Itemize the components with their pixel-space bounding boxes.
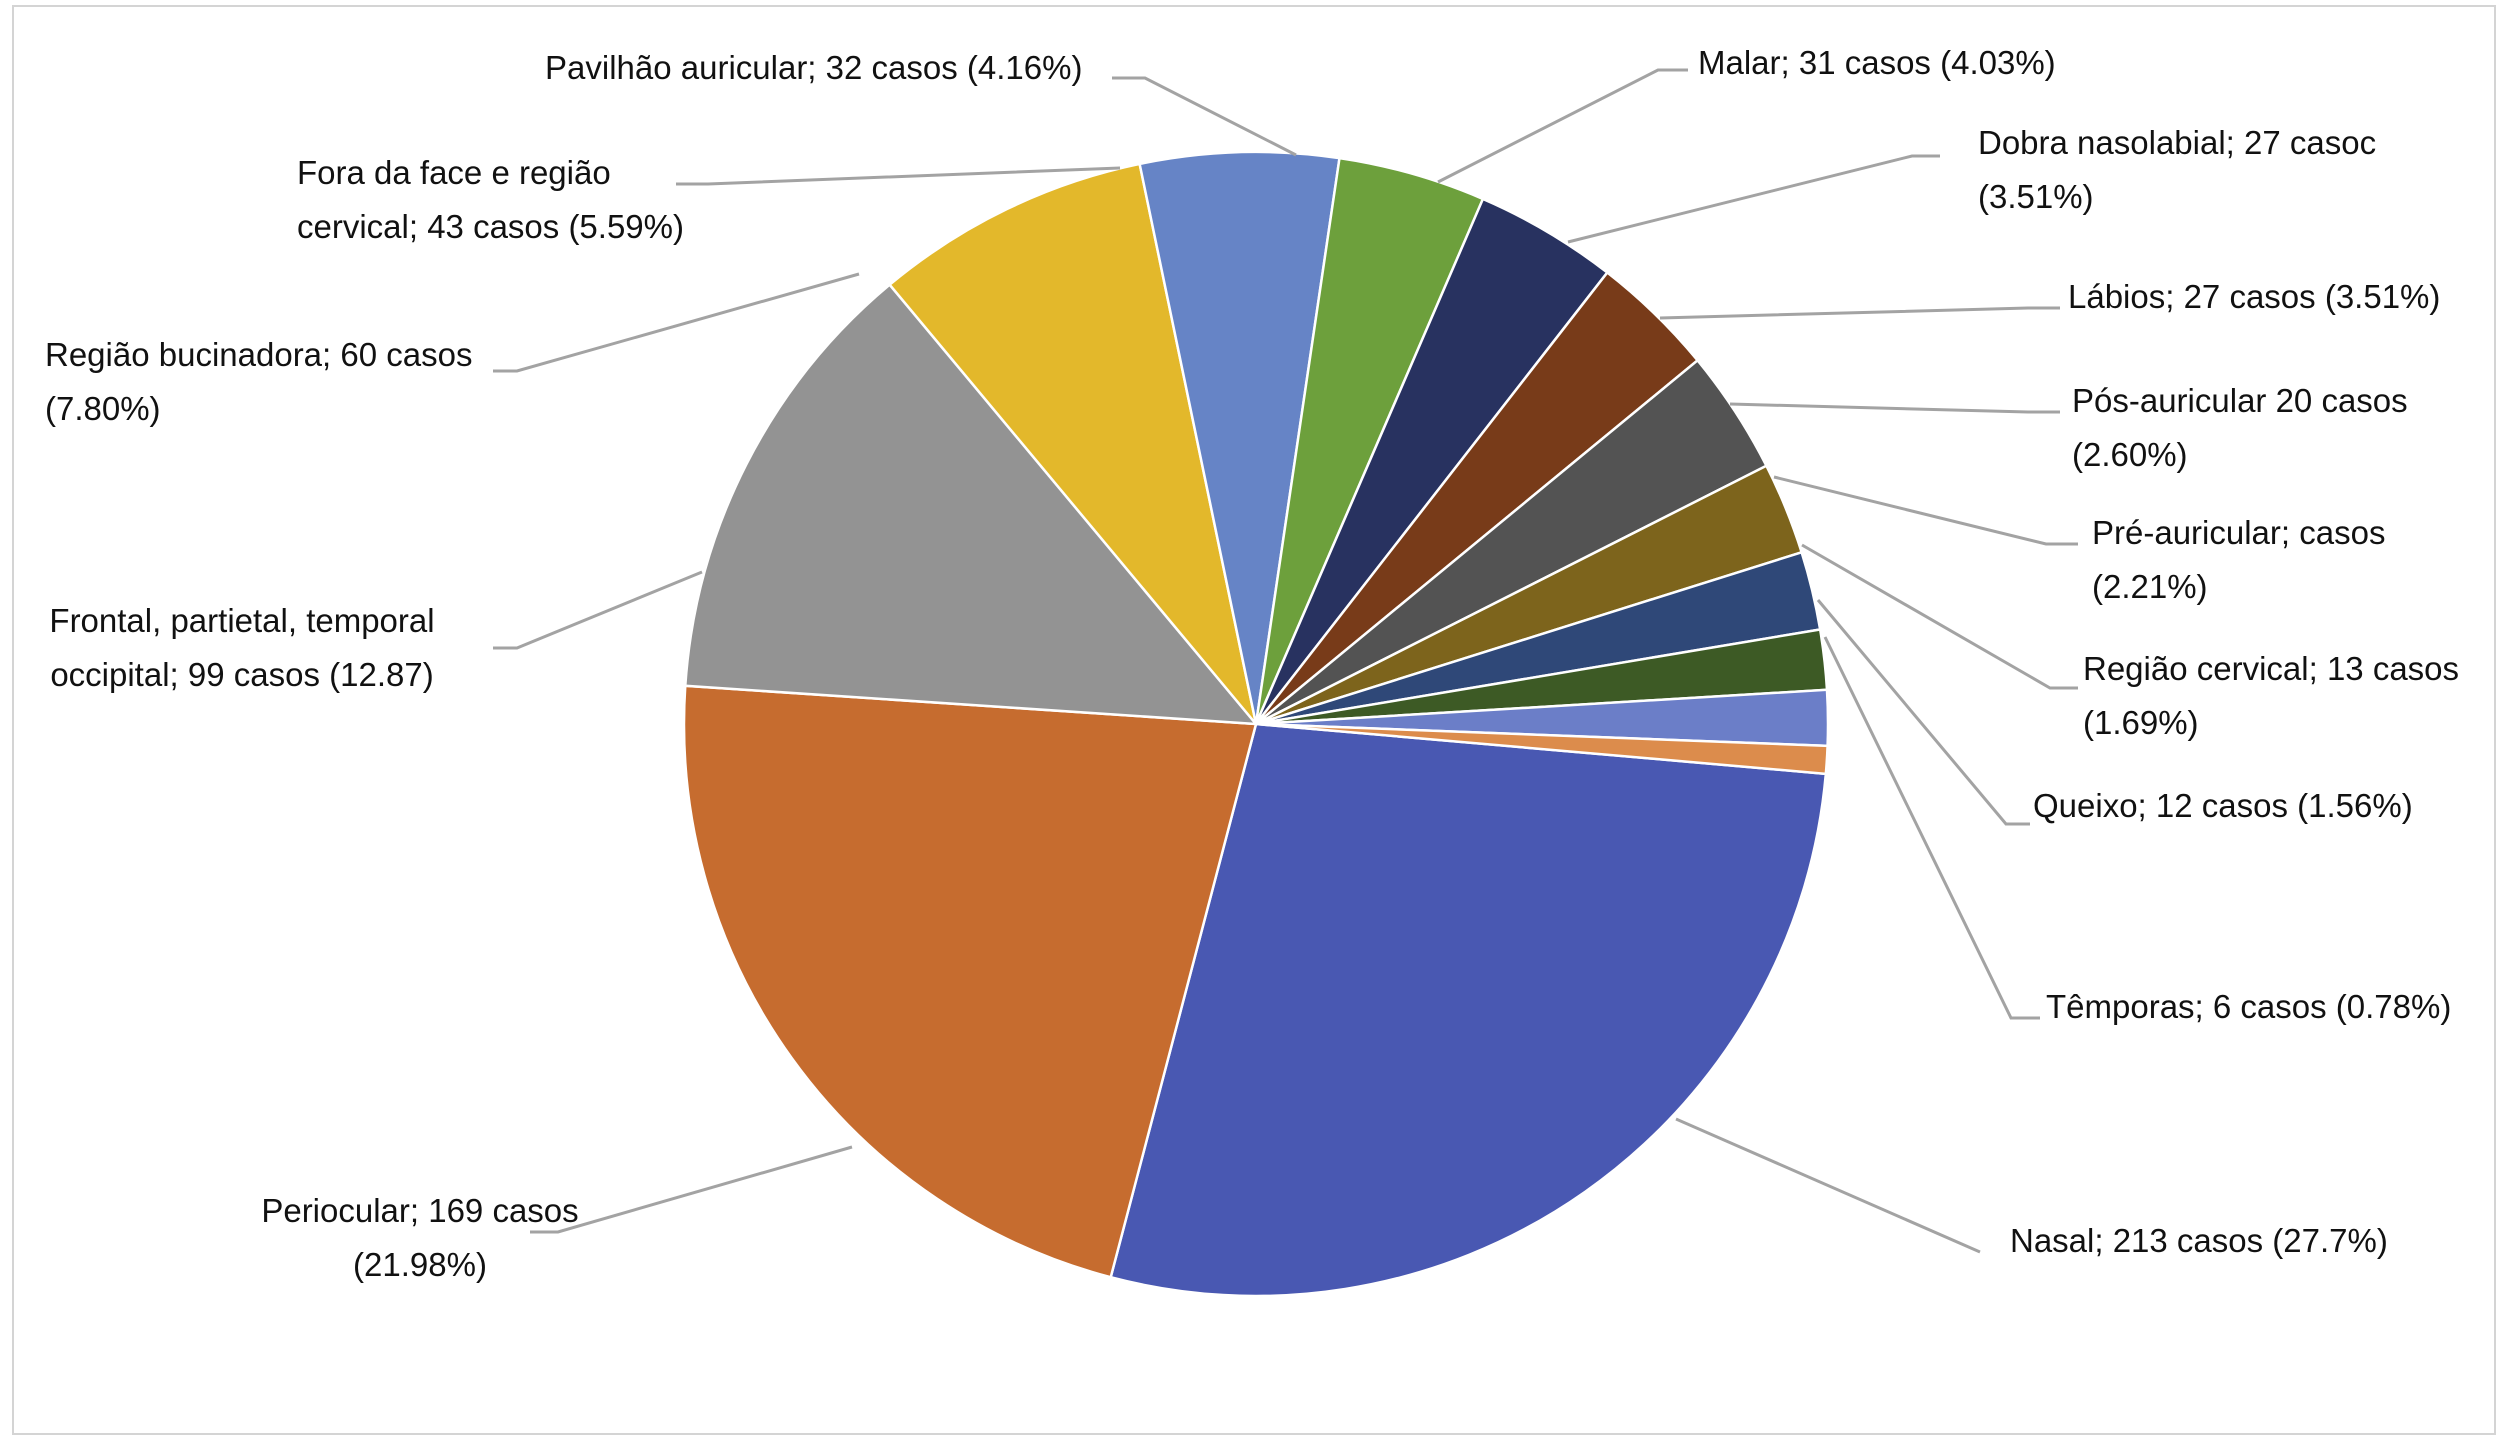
- slice-label-line: Malar; 31 casos (4.03%): [1698, 44, 2056, 81]
- slice-label-line: cervical; 43 casos (5.59%): [297, 208, 684, 245]
- leader-line-9: [1659, 306, 2060, 320]
- slice-label-10: Pós-auricular 20 casos (2.60%): [2072, 382, 2408, 473]
- slice-label-2: Periocular; 169 casos (21.98%): [261, 1192, 578, 1283]
- slice-label-line: Região bucinadora; 60 casos: [45, 336, 472, 373]
- slice-label-11: Pré-auricular; casos (2.21%): [2092, 514, 2385, 605]
- leader-line-1: [1675, 1117, 1981, 1254]
- slice-label-line: Periocular; 169 casos: [261, 1192, 578, 1229]
- slice-label-line: (2.60%): [2072, 436, 2188, 473]
- leader-line-3: [493, 570, 703, 650]
- slice-label-line: Queixo; 12 casos (1.56%): [2033, 787, 2413, 824]
- slice-label-line: Dobra nasolabial; 27 casoc: [1978, 124, 2376, 161]
- leader-line-6: [1112, 76, 1297, 157]
- leader-line-10: [1729, 402, 2060, 414]
- slice-label-line: Pré-auricular; casos: [2092, 514, 2385, 551]
- leader-line-4: [493, 272, 860, 373]
- leader-line-5: [676, 166, 1121, 186]
- slice-label-12: Região cervical; 13 casos (1.69%): [2083, 650, 2459, 741]
- pie-slice-3: [683, 282, 1259, 726]
- slice-label-7: Malar; 31 casos (4.03%): [1698, 44, 2056, 81]
- slice-label-6: Pavilhão auricular; 32 casos (4.16%): [545, 49, 1082, 86]
- pie-slice-2: [682, 684, 1258, 1279]
- slice-label-13: Queixo; 12 casos (1.56%): [2033, 787, 2413, 824]
- slice-label-line: (7.80%): [45, 390, 161, 427]
- slice-label-line: (1.69%): [2083, 704, 2199, 741]
- slice-label-3: Frontal, partietal, temporal occipital; 9…: [49, 602, 434, 693]
- pie-slice-5: [1138, 150, 1341, 725]
- slice-label-line: (21.98%): [353, 1246, 487, 1283]
- leader-line-14: [1823, 636, 2040, 1020]
- slice-label-line: occipital; 99 casos (12.87): [50, 656, 433, 693]
- slice-label-14: Têmporas; 6 casos (0.78%): [2046, 988, 2451, 1025]
- slice-label-line: (3.51%): [1978, 178, 2094, 215]
- pie-slices: [682, 150, 1830, 1298]
- slice-label-line: Fora da face e região: [297, 154, 611, 191]
- slice-label-5: Fora da face e região cervical; 43 casos …: [297, 154, 684, 245]
- slice-label-line: Têmporas; 6 casos (0.78%): [2046, 988, 2451, 1025]
- slice-label-9: Lábios; 27 casos (3.51%): [2068, 278, 2440, 315]
- slice-label-line: Lábios; 27 casos (3.51%): [2068, 278, 2440, 315]
- slice-labels: Nasal; 213 casos (27.7%) Periocular; 169 …: [45, 44, 2459, 1283]
- slice-label-line: Região cervical; 13 casos: [2083, 650, 2459, 687]
- leader-line-7: [1437, 68, 1688, 184]
- slice-label-line: Nasal; 213 casos (27.7%): [2010, 1222, 2388, 1259]
- pie-slice-14: [1255, 722, 1829, 776]
- leader-line-11: [1773, 475, 2078, 546]
- slice-label-line: Pós-auricular 20 casos: [2072, 382, 2408, 419]
- slice-label-line: (2.21%): [2092, 568, 2208, 605]
- leader-lines: [493, 68, 2078, 1254]
- pie-slice-1: [1109, 722, 1828, 1298]
- slice-label-4: Região bucinadora; 60 casos (7.80%): [45, 336, 472, 427]
- slice-label-line: Pavilhão auricular; 32 casos (4.16%): [545, 49, 1082, 86]
- slice-label-8: Dobra nasolabial; 27 casoc (3.51%): [1978, 124, 2376, 215]
- slice-label-line: Frontal, partietal, temporal: [49, 602, 434, 639]
- leader-line-2: [530, 1145, 853, 1234]
- leader-line-13: [1816, 599, 2030, 826]
- leader-line-8: [1567, 154, 1940, 244]
- leader-line-12: [1801, 543, 2078, 690]
- slice-label-1: Nasal; 213 casos (27.7%): [2010, 1222, 2388, 1259]
